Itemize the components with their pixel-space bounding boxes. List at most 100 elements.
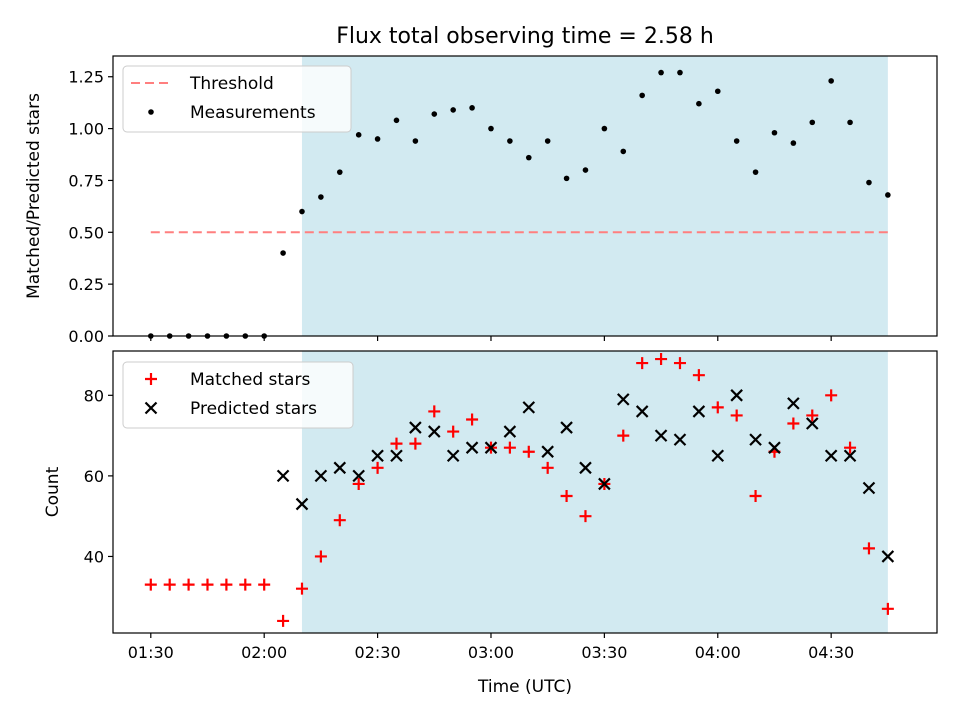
- bottom-y-tick-label: 40: [84, 547, 104, 566]
- matched-star-point: [428, 405, 441, 418]
- matched-star-point: [163, 578, 176, 591]
- matched-star-point: [655, 353, 668, 366]
- predicted-star-point: [824, 449, 838, 463]
- measurement-point: [620, 148, 627, 155]
- matched-star-point: [617, 429, 630, 442]
- predicted-star-point: [314, 469, 328, 483]
- top-y-tick-label: 0.25: [68, 275, 104, 294]
- measurement-point: [714, 88, 721, 95]
- predicted-star-point: [692, 405, 706, 418]
- measurement-point: [544, 138, 551, 144]
- measurement-point: [355, 132, 362, 138]
- matched-star-point: [692, 369, 705, 382]
- measurement-point: [525, 154, 532, 161]
- predicted-star-point: [768, 441, 781, 454]
- predicted-star-point: [522, 401, 536, 414]
- measurement-point: [450, 107, 456, 113]
- top-y-tick-label: 1.00: [68, 120, 104, 139]
- x-tick-label: 01:30: [128, 643, 174, 662]
- top-axes-frame: [112, 55, 938, 337]
- bottom-legend-matched-swatch: [145, 373, 157, 385]
- top-legend-label: Measurements: [190, 103, 316, 123]
- bottom-legend-predicted-swatch: [144, 401, 158, 415]
- predicted-star-point: [749, 433, 762, 446]
- predicted-star-point: [276, 469, 290, 483]
- bottom-axes-frame: [112, 350, 938, 634]
- predicted-star-point: [295, 497, 309, 511]
- top-y-tick-label: 0.75: [68, 171, 104, 190]
- matched-star-point: [711, 401, 724, 414]
- measurement-point: [809, 119, 816, 126]
- measurement-point: [828, 78, 834, 84]
- predicted-star-point: [579, 461, 592, 475]
- matched-star-point: [503, 441, 516, 454]
- predicted-star-point: [862, 481, 876, 495]
- measurement-point: [733, 138, 740, 144]
- bottom-legend: Matched stars Predicted stars: [122, 361, 354, 429]
- predicted-star-point: [352, 469, 365, 483]
- matched-star-point: [144, 578, 157, 591]
- measurement-point: [374, 136, 381, 142]
- measurement-point: [431, 111, 438, 117]
- matched-star-point: [201, 578, 214, 591]
- matched-star-point: [182, 578, 195, 591]
- predicted-star-point: [541, 445, 554, 458]
- predicted-star-point: [730, 389, 743, 402]
- measurement-point: [318, 194, 324, 200]
- matched-star-point: [844, 441, 857, 454]
- matched-star-point: [579, 510, 592, 523]
- x-tick-label: 02:30: [355, 643, 401, 662]
- top-legend-label: Threshold: [189, 74, 274, 94]
- predicted-star-point: [560, 421, 573, 434]
- top-y-axis-label: Matched/Predicted stars: [24, 93, 44, 299]
- x-axis-label: Time (UTC): [477, 677, 572, 697]
- measurement-point: [563, 175, 570, 182]
- predicted-star-point: [616, 393, 630, 406]
- predicted-star-point: [428, 425, 441, 438]
- bottom-observing-interval-shade: [301, 351, 888, 633]
- measurement-point: [393, 117, 400, 124]
- measurement-point: [771, 129, 778, 136]
- matched-star-point: [239, 578, 252, 591]
- matched-star-point: [541, 461, 554, 474]
- matched-star-point: [522, 445, 535, 458]
- predicted-star-point: [446, 449, 460, 463]
- top-legend: Threshold Measurements: [122, 65, 352, 133]
- bottom-panel: 40 60 80 01:30 02:00 02:30 03:00 03:30 04:00 04:…: [43, 350, 938, 697]
- x-tick-label: 04:30: [808, 643, 854, 662]
- top-y-tick-label: 0.00: [68, 327, 104, 346]
- measurement-point: [658, 69, 664, 76]
- bottom-legend-label: Predicted stars: [190, 399, 317, 419]
- predicted-star-point: [805, 417, 819, 430]
- predicted-star-point: [654, 429, 668, 442]
- matched-star-point: [220, 578, 233, 591]
- predicted-star-point: [484, 441, 498, 454]
- measurement-point: [601, 125, 608, 132]
- measurement-point: [582, 167, 589, 173]
- predicted-star-point: [787, 397, 800, 410]
- measurement-point: [639, 92, 645, 99]
- top-legend-box: [122, 65, 352, 133]
- measurement-point: [488, 125, 494, 132]
- measurement-point: [696, 100, 702, 107]
- matched-star-point: [787, 417, 800, 430]
- bottom-y-tick-label: 60: [84, 467, 104, 486]
- measurement-point: [752, 169, 759, 175]
- measurement-point: [866, 179, 872, 186]
- bottom-legend-box: [122, 361, 354, 429]
- top-legend-measurement-swatch: [148, 109, 154, 115]
- x-tick-label: 04:00: [695, 643, 741, 662]
- measurement-point: [847, 119, 853, 126]
- matched-star-point: [371, 461, 384, 474]
- matched-star-point: [352, 477, 365, 490]
- matched-star-point: [673, 357, 686, 370]
- matched-star-point: [862, 542, 875, 555]
- predicted-star-point: [465, 441, 479, 454]
- measurement-point: [885, 192, 891, 198]
- matched-star-point: [825, 389, 838, 402]
- measurement-point: [790, 140, 797, 146]
- predicted-star-point: [371, 449, 384, 463]
- top-y-tick-label: 0.50: [68, 223, 104, 242]
- predicted-star-point: [390, 449, 403, 463]
- figure-title: Flux total observing time = 2.58 h: [336, 24, 714, 49]
